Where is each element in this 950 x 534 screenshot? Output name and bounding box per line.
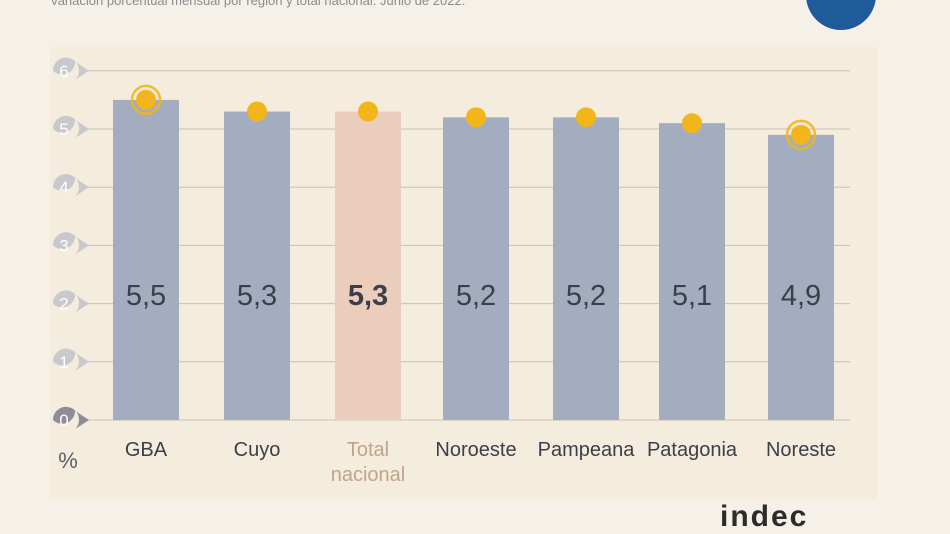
x-tick-label: nacional [331,464,406,486]
bar [224,111,290,420]
x-tick-label: GBA [125,439,168,461]
y-unit-label: % [58,448,78,473]
y-tick-label: 5 [59,120,68,139]
x-tick-label: Total [347,439,389,461]
marker-dot [576,107,596,128]
bar [443,117,509,421]
y-tick-badge [52,290,89,313]
marker-dot [136,89,156,110]
y-tick-badge [52,115,89,139]
marker-dot [466,107,486,128]
data-label: 4,9 [781,280,821,312]
y-tick-badge [52,57,89,80]
data-label: 5,5 [126,280,166,312]
data-label: 5,1 [672,280,712,312]
y-tick-badge [52,174,89,197]
x-tick-label: Noroeste [435,439,516,461]
y-tick-badge [52,406,89,430]
y-tick-badge [52,348,89,371]
chart-subtitle: Variación porcentual mensual por región … [50,0,466,8]
data-label: 5,3 [348,280,388,312]
y-tick-label: 0 [59,411,68,430]
y-tick-badge [52,232,89,255]
marker-dot [358,101,378,122]
footer-logo-text: indec [720,500,809,533]
marker-ring [785,119,817,151]
bar [659,123,725,421]
marker-ring [130,84,162,116]
y-tick-label: 1 [59,353,68,372]
bar [768,134,834,420]
bar [113,99,179,421]
y-tick-label: 6 [59,62,68,81]
y-tick-label: 3 [59,236,68,255]
marker-dot [682,113,702,134]
data-label: 5,2 [566,280,606,312]
data-label: 5,2 [456,280,496,312]
x-tick-label: Cuyo [234,439,281,461]
bar-chart: 0 1 2 3 4 5 6% 5,5 GBA 5,3 Cuyo 5,3 Total nacional 5,2… [52,57,850,486]
y-tick-label: 2 [59,295,68,314]
x-tick-label: Noreste [766,439,836,461]
x-tick-label: Pampeana [538,439,636,461]
marker-dot [247,101,267,122]
y-tick-label: 4 [59,178,68,197]
marker-dot [791,124,811,145]
bar [553,117,619,421]
bar [335,111,401,420]
data-label: 5,3 [237,280,277,312]
x-tick-label: Patagonia [647,439,738,461]
